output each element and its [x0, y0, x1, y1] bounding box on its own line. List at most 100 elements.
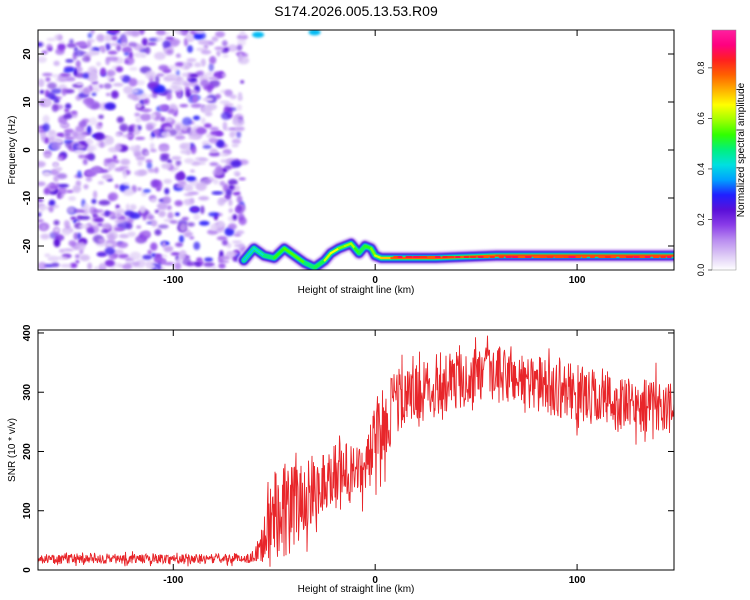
noise-blob — [41, 50, 48, 55]
noise-blob — [64, 108, 70, 113]
noise-blob — [108, 233, 115, 242]
noise-blob — [49, 184, 59, 190]
noise-blob — [181, 216, 189, 221]
noise-blob — [38, 212, 42, 218]
ridge-segment — [283, 247, 296, 257]
noise-blob — [206, 72, 214, 77]
noise-blob — [228, 184, 235, 191]
noise-blob — [139, 30, 145, 35]
noise-blob — [117, 241, 129, 249]
noise-blob — [134, 125, 139, 133]
noise-blob — [105, 92, 111, 97]
colorbar-tick-label: 0.8 — [696, 62, 706, 75]
noise-blob — [119, 75, 125, 79]
noise-blob — [208, 137, 219, 144]
noise-blob — [86, 227, 95, 234]
noise-blob — [164, 126, 173, 131]
noise-blob — [170, 252, 180, 256]
noise-blob — [104, 136, 114, 146]
noise-blob — [144, 151, 149, 156]
noise-blob — [156, 73, 165, 77]
noise-blob — [238, 177, 246, 181]
noise-blob — [121, 182, 130, 186]
noise-blob — [66, 189, 74, 193]
noise-blob — [164, 187, 170, 195]
noise-blob — [73, 46, 78, 52]
noise-blob — [101, 174, 113, 180]
noise-blob — [210, 223, 219, 231]
noise-blob — [225, 188, 233, 197]
noise-blob — [201, 140, 210, 146]
ridge-segment — [252, 247, 266, 257]
noise-blob — [200, 106, 213, 114]
noise-blob — [105, 57, 110, 66]
noise-blob — [142, 212, 147, 221]
noise-blob — [211, 191, 224, 195]
noise-blob — [69, 38, 74, 45]
spectrogram-ytick-label: 0 — [22, 147, 33, 153]
noise-blob — [77, 232, 82, 240]
noise-blob — [38, 42, 43, 47]
noise-blob — [126, 30, 132, 36]
noise-blob — [162, 68, 172, 74]
snr-ytick-label: 300 — [22, 383, 33, 400]
noise-blob — [92, 190, 98, 199]
noise-blob — [214, 46, 225, 51]
noise-blob — [227, 44, 238, 52]
noise-blob — [200, 117, 206, 124]
noise-blob — [129, 204, 137, 211]
noise-blob — [174, 200, 183, 207]
noise-blob — [146, 263, 157, 270]
noise-blob — [174, 261, 182, 270]
noise-blob — [149, 142, 155, 151]
noise-blob — [132, 261, 140, 266]
noise-blob — [74, 149, 85, 154]
noise-blob — [208, 212, 220, 217]
noise-blob — [38, 218, 44, 223]
snr-series-line — [38, 335, 674, 567]
noise-blob — [63, 128, 74, 134]
noise-blob — [186, 127, 192, 135]
noise-blob — [174, 124, 182, 132]
noise-blob — [43, 187, 51, 195]
noise-blob — [41, 224, 47, 231]
noise-blob — [65, 76, 76, 82]
noise-blob — [141, 37, 148, 47]
noise-blob — [151, 219, 158, 227]
noise-blob — [207, 76, 218, 80]
noise-blob — [59, 123, 70, 127]
noise-blob — [105, 158, 117, 164]
noise-blob — [187, 45, 194, 53]
noise-blob — [174, 62, 184, 67]
noise-blob — [124, 210, 135, 217]
noise-blob — [166, 73, 178, 79]
noise-blob — [200, 205, 205, 215]
noise-blob — [183, 65, 190, 70]
noise-blob — [63, 113, 73, 120]
noise-blob — [221, 40, 228, 47]
noise-blob — [110, 267, 116, 270]
noise-blob — [208, 63, 214, 72]
noise-blob — [111, 211, 117, 218]
snr-xtick-label: -100 — [163, 575, 183, 586]
noise-blob — [107, 146, 120, 153]
noise-blob — [104, 102, 116, 110]
noise-blob — [82, 203, 90, 211]
noise-blob — [211, 266, 217, 270]
noise-blob — [197, 39, 210, 45]
noise-blob — [169, 38, 181, 46]
noise-blob — [98, 238, 106, 244]
noise-blob — [56, 173, 68, 180]
noise-blob — [114, 167, 126, 172]
ridge-segment — [313, 259, 326, 269]
noise-blob — [171, 156, 182, 161]
noise-blob — [223, 103, 234, 107]
noise-blob — [143, 230, 151, 237]
noise-blob — [47, 82, 57, 90]
snr-plot-area — [38, 330, 674, 570]
noise-blob — [198, 76, 206, 81]
ridge-segment — [329, 247, 340, 255]
noise-blob — [93, 214, 99, 219]
noise-blob — [166, 49, 173, 55]
